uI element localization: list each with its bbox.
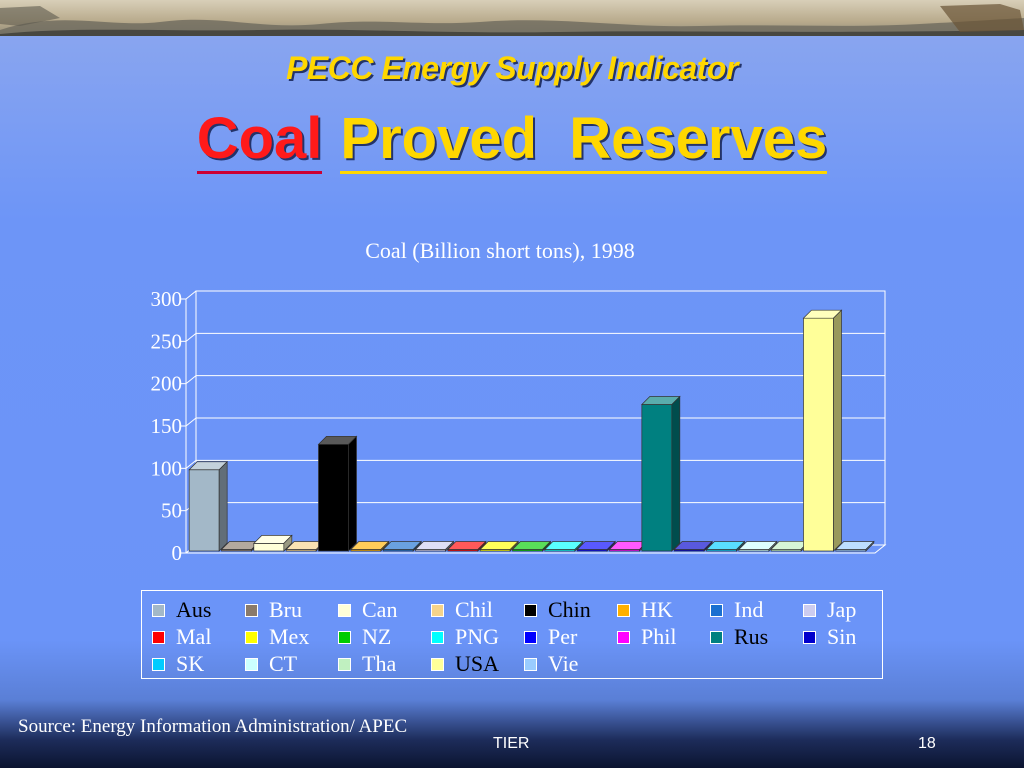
gridline-side xyxy=(185,459,197,469)
legend-swatch xyxy=(617,631,630,644)
legend-label: CT xyxy=(269,651,298,676)
bar-hk xyxy=(349,540,390,552)
bar-nz xyxy=(511,540,552,552)
legend-swatch xyxy=(338,631,351,644)
legend-label: Ind xyxy=(734,597,764,622)
legend-swatch xyxy=(431,631,444,644)
bar-per xyxy=(576,540,617,552)
subtitle-coal: Coal xyxy=(196,106,323,174)
bar-jap xyxy=(414,540,455,552)
y-tick-label: 50 xyxy=(161,499,182,523)
bar-sk xyxy=(705,540,746,552)
bar-mex xyxy=(479,540,520,552)
bar-aus xyxy=(188,460,229,552)
bar-mal xyxy=(446,540,487,552)
y-tick-label: 0 xyxy=(172,541,183,565)
legend-swatch xyxy=(710,604,723,617)
legend-swatch xyxy=(152,604,165,617)
legend-label: Can xyxy=(362,597,398,622)
legend-label: SK xyxy=(176,651,205,676)
legend-label: Mex xyxy=(269,624,310,649)
legend-label: HK xyxy=(641,597,673,622)
bar-sin xyxy=(673,540,714,552)
legend-swatch xyxy=(710,631,723,644)
source-note: Source: Energy Information Administratio… xyxy=(18,716,408,737)
legend-swatch xyxy=(524,658,537,671)
gridline-side xyxy=(185,290,197,300)
legend-label: USA xyxy=(455,651,500,676)
legend-swatch xyxy=(245,658,258,671)
legend-swatch xyxy=(152,631,165,644)
legend-swatch xyxy=(338,604,351,617)
legend-swatch xyxy=(431,604,444,617)
bar-ind xyxy=(382,540,423,552)
chart-title: Coal (Billion short tons), 1998 xyxy=(365,238,635,263)
legend-swatch xyxy=(524,604,537,617)
legend-swatch xyxy=(245,604,258,617)
gridline-side xyxy=(185,375,197,385)
subtitle-proved-reserves: Proved Reserves xyxy=(340,106,828,174)
footer-label: TIER xyxy=(493,735,530,752)
y-tick-label: 100 xyxy=(151,456,183,480)
legend-label: Aus xyxy=(176,597,212,622)
legend-label: Chil xyxy=(455,597,493,622)
legend-swatch xyxy=(803,604,816,617)
legend-swatch xyxy=(431,658,444,671)
bar-ct xyxy=(737,540,778,552)
y-tick-label: 250 xyxy=(151,329,183,353)
bar-chin xyxy=(317,435,358,552)
legend-label: Bru xyxy=(269,597,302,622)
legend-swatch xyxy=(803,631,816,644)
y-tick-label: 150 xyxy=(151,414,183,438)
legend-label: Phil xyxy=(641,624,677,649)
bar-png xyxy=(543,540,584,552)
legend-label: Vie xyxy=(548,651,579,676)
legend-label: Tha xyxy=(362,651,397,676)
slide-title: PECC Energy Supply Indicator xyxy=(286,50,738,86)
legend-label: PNG xyxy=(455,624,500,649)
gridline-side xyxy=(185,332,197,342)
chart-legend: Aus Bru Can Chil Chin HK Ind Jap Mal Mex NZ PNG Per P… xyxy=(141,590,883,679)
legend-swatch xyxy=(152,658,165,671)
legend-label: Jap xyxy=(827,597,857,622)
y-tick-label: 200 xyxy=(151,372,183,396)
bar-usa xyxy=(802,309,843,552)
legend-swatch xyxy=(524,631,537,644)
legend-swatch xyxy=(245,631,258,644)
slide-subtitle: Coal Proved Reserves xyxy=(0,104,1024,174)
legend-label: Rus xyxy=(734,624,769,649)
legend-label: Mal xyxy=(176,624,212,649)
legend-label: NZ xyxy=(362,624,392,649)
legend-label: Per xyxy=(548,624,578,649)
bar-rus xyxy=(640,395,681,552)
legend-swatch xyxy=(617,604,630,617)
legend-label: Sin xyxy=(827,624,857,649)
legend-label: Chin xyxy=(548,597,591,622)
page-number: 18 xyxy=(918,735,936,752)
bar-can xyxy=(252,534,293,552)
legend-swatch xyxy=(338,658,351,671)
gridline-side xyxy=(185,417,197,427)
bar-vie xyxy=(834,540,875,552)
decorative-banner xyxy=(0,0,1024,36)
y-tick-label: 300 xyxy=(151,287,183,311)
